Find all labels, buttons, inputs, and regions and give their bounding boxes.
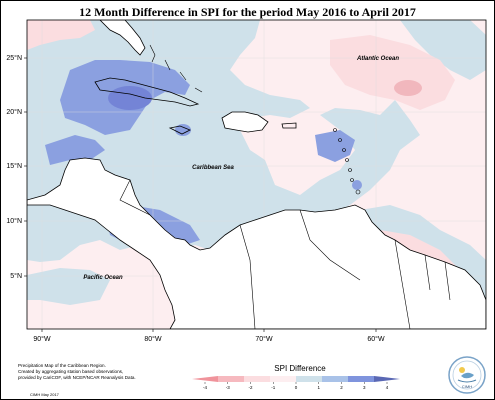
lat-tick-5n: 5°N — [10, 272, 22, 280]
footnote-line-1: Precipitation Map of the Caribbean Regio… — [18, 363, 106, 368]
footnote-line-3: provided by CariCOF, with NCEP/NCAR Rean… — [18, 375, 136, 380]
map-border — [26, 19, 487, 330]
map-title: 12 Month Difference in SPI for the perio… — [79, 5, 416, 19]
label-atlantic-ocean: Atlantic Ocean — [356, 56, 399, 62]
legend-swatches — [192, 376, 400, 382]
lon-tick-70w: 70°W — [255, 335, 273, 343]
spi-zone-blue-small-2 — [352, 180, 362, 190]
legend-swatch — [192, 376, 218, 382]
label-caribbean-sea: Caribbean Sea — [192, 165, 234, 171]
legend-tick-label: 1 — [317, 385, 320, 390]
spi-zone-light-blue-pacific — [27, 268, 110, 305]
legend-tick-label: -1 — [271, 385, 275, 390]
spi-zone-pink-gulf — [27, 20, 95, 50]
land-jamaica — [168, 125, 191, 135]
legend-swatch — [296, 376, 322, 382]
land-florida — [99, 20, 146, 56]
legend-tick-label: 4 — [386, 385, 389, 390]
spi-zone-pink-atlantic — [330, 35, 455, 110]
lat-tick-25n: 25°N — [6, 54, 22, 62]
legend-swatch — [322, 376, 348, 382]
land-lesser-antilles — [333, 128, 361, 195]
credit-text: CIMH May 2017 — [30, 392, 59, 397]
legend-title: SPI Difference — [274, 364, 326, 373]
legend-tick-label: -2 — [248, 385, 252, 390]
lon-tick-60w: 60°W — [367, 335, 385, 343]
lat-tick-20n: 20°N — [6, 108, 22, 116]
spi-zone-light-blue-east — [400, 20, 486, 80]
legend-swatch — [270, 376, 296, 382]
legend-tick-label: 0 — [295, 385, 298, 390]
cimh-logo: CIMH — [448, 356, 486, 394]
spi-zone-blue-yucatan — [45, 135, 105, 165]
lat-tick-15n: 15°N — [6, 162, 22, 170]
legend-tick-label: -4 — [203, 385, 207, 390]
footnote-line-2: Created by aggregating station based obs… — [18, 369, 124, 374]
legend-tick-label: -3 — [226, 385, 230, 390]
lon-tick-80w: 80°W — [144, 335, 162, 343]
country-borders — [119, 179, 451, 329]
legend-tick-label: 2 — [340, 385, 343, 390]
axis-ticks — [24, 57, 377, 332]
lon-tick-90w: 90°W — [33, 335, 51, 343]
land-puerto-rico — [281, 122, 297, 129]
legend-swatch — [244, 376, 270, 382]
land-cuba — [94, 77, 200, 107]
spi-zone-blue-east — [315, 130, 355, 162]
spi-zone-blue-dark — [108, 86, 152, 110]
land-bahamas — [149, 44, 203, 93]
logo-text: CIMH — [462, 384, 472, 389]
legend-swatch — [348, 376, 374, 382]
spi-zone-pink-dark — [394, 80, 422, 96]
land-hispaniola — [221, 111, 269, 133]
spi-zone-blue-small-1 — [175, 124, 191, 136]
footnote: Precipitation Map of the Caribbean Regio… — [18, 363, 168, 381]
label-pacific-ocean: Pacific Ocean — [83, 275, 123, 281]
legend-swatch — [374, 376, 400, 382]
legend-ticks: -4 -3 -2 -1 0 1 2 3 4 — [203, 382, 389, 390]
legend-tick-label: 3 — [363, 385, 366, 390]
land-central-america — [27, 157, 486, 329]
legend-swatch — [218, 376, 244, 382]
lat-tick-10n: 10°N — [6, 217, 22, 225]
